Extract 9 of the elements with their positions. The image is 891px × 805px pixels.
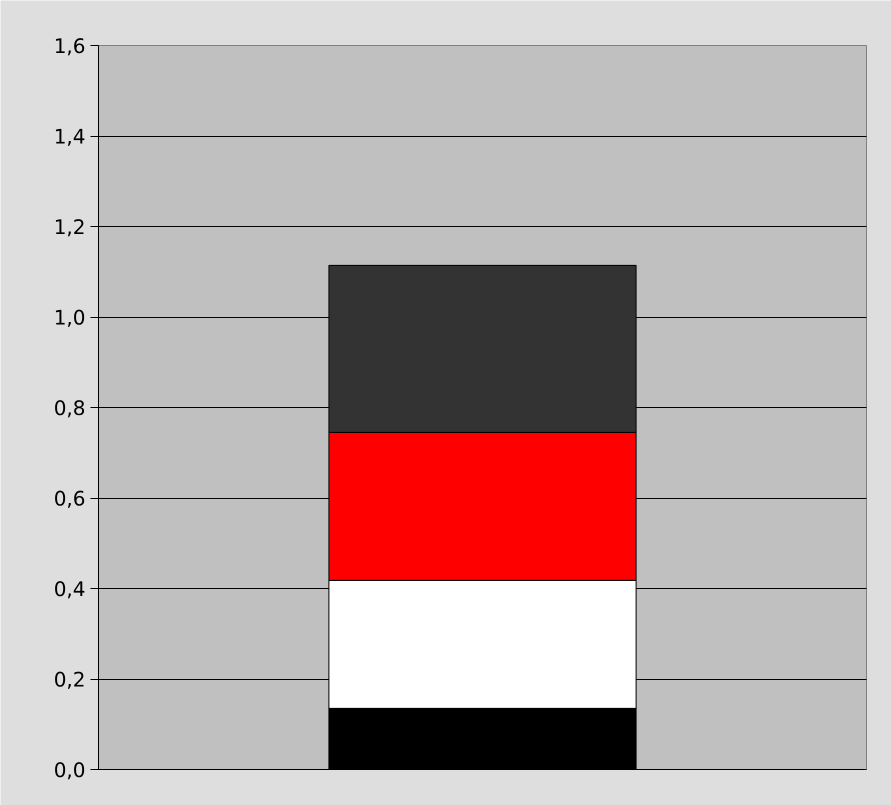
y-tick-label: 1,0 — [54, 306, 86, 330]
y-tick-label: 0,4 — [54, 577, 86, 601]
y-tick-label: 0,8 — [54, 396, 86, 420]
y-tick-label: 1,6 — [54, 34, 86, 58]
y-tick-label: 0,2 — [54, 668, 86, 692]
y-tick-label: 0,0 — [54, 758, 86, 782]
y-tick-label: 1,2 — [54, 215, 86, 239]
y-tick-label: 0,6 — [54, 486, 86, 510]
y-tick-label: 1,4 — [54, 124, 86, 148]
